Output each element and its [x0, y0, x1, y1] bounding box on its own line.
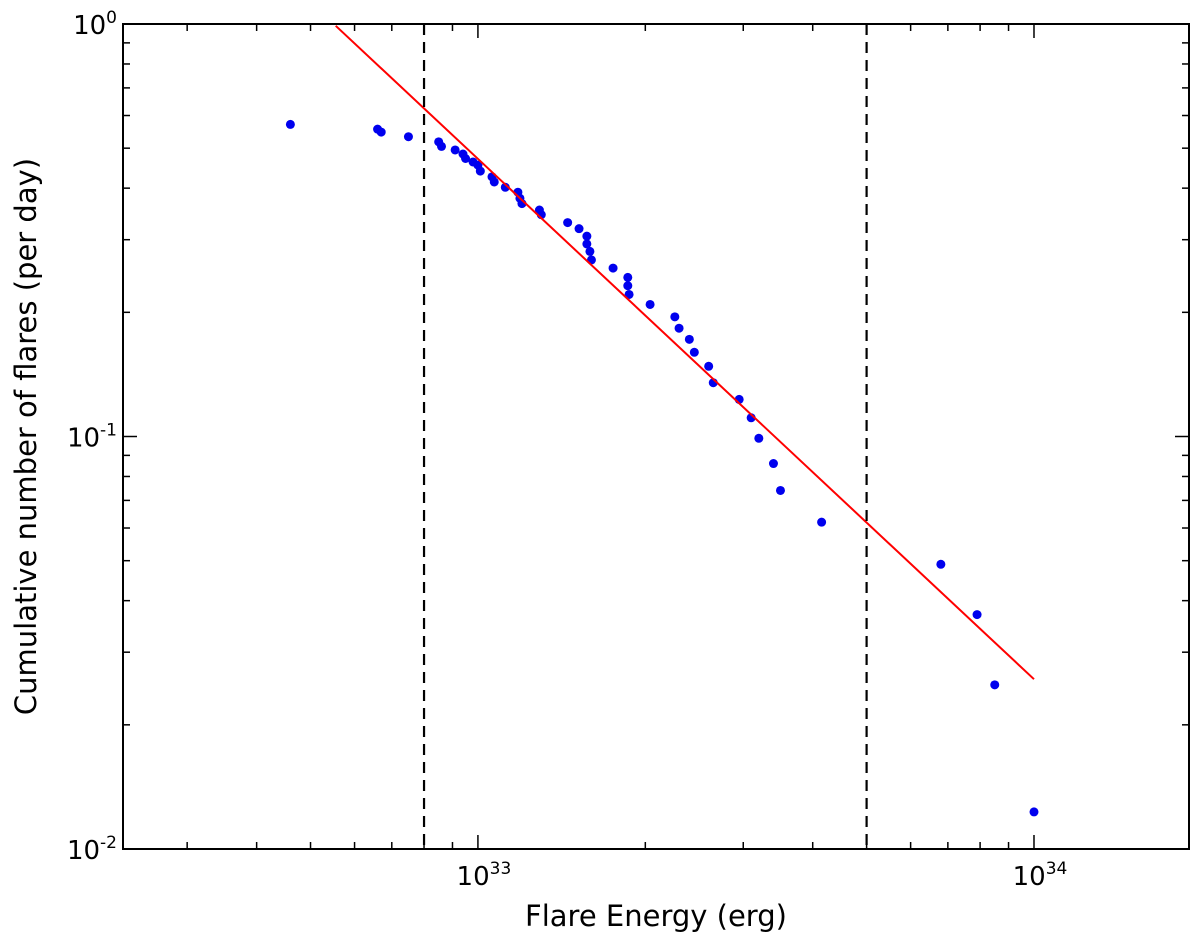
data-point	[461, 153, 471, 163]
data-point	[754, 433, 764, 443]
data-point	[972, 610, 982, 620]
axis-ticks: 1033 1034 100 10-1 10-2	[67, 8, 1189, 892]
plot-frame	[122, 23, 1190, 850]
data-point	[563, 218, 573, 228]
data-point	[990, 680, 1000, 690]
data-point	[768, 459, 778, 469]
data-point	[689, 347, 699, 357]
data-point	[475, 166, 485, 176]
data-point	[775, 485, 785, 495]
power-law-fit-line	[335, 25, 1035, 680]
data-point	[704, 361, 714, 371]
data-point	[437, 141, 447, 151]
data-point	[684, 334, 694, 344]
x-tick-label: 1034	[1013, 859, 1068, 892]
data-point	[670, 312, 680, 322]
data-point	[574, 224, 584, 234]
data-point	[674, 323, 684, 333]
data-point	[624, 289, 634, 299]
data-point	[376, 127, 386, 137]
y-tick-label: 10-2	[67, 833, 117, 866]
x-tick-label: 1033	[457, 859, 512, 892]
y-axis-label: Cumulative number of flares (per day)	[9, 158, 43, 715]
data-point	[585, 246, 595, 256]
data-point	[623, 281, 633, 291]
y-tick-label: 100	[73, 8, 117, 41]
data-point	[500, 182, 510, 192]
data-point	[450, 145, 460, 155]
data-point	[817, 517, 827, 527]
data-point	[582, 239, 592, 249]
data-point	[403, 132, 413, 142]
data-point	[489, 177, 499, 187]
data-point	[645, 299, 655, 309]
data-point	[936, 559, 946, 569]
data-point	[582, 231, 592, 241]
data-point	[608, 263, 618, 273]
data-point	[285, 119, 295, 129]
x-axis-label: Flare Energy (erg)	[525, 899, 787, 933]
y-tick-label: 10-1	[67, 421, 117, 454]
data-point	[1029, 807, 1039, 817]
data-point	[623, 272, 633, 282]
chart-marks	[285, 24, 1039, 849]
